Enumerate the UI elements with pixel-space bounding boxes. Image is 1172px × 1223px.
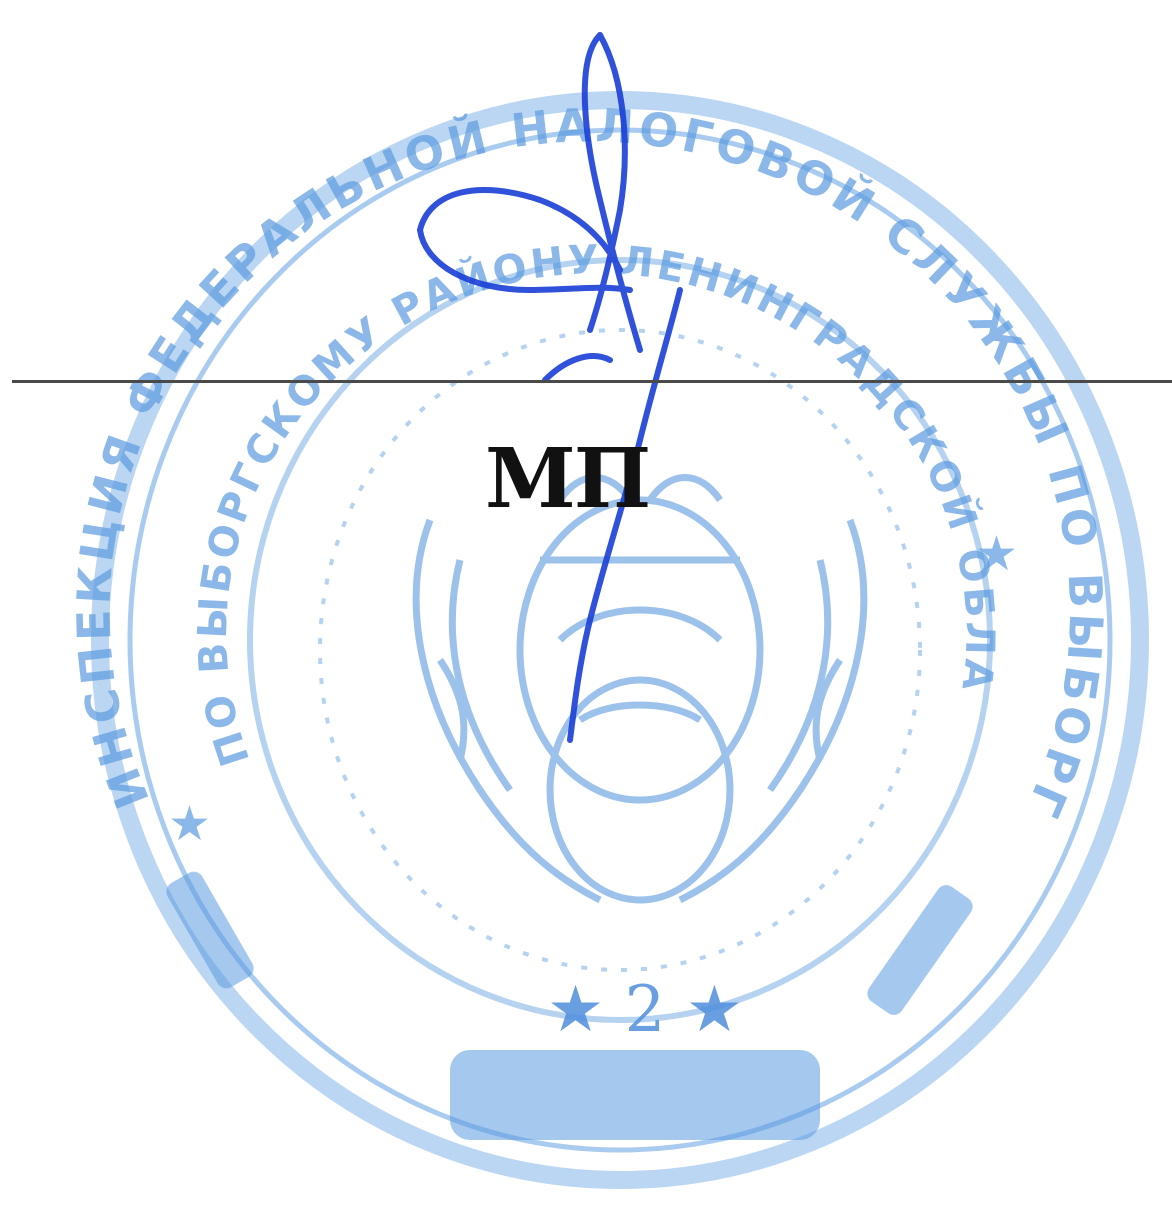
stamp-middle-ring [247,257,993,1023]
signature-line [12,380,1172,383]
seal-place-label: МП [485,431,651,527]
stamp-number: ★ 2 ★ [546,973,744,1047]
stamp-star-icon: ★ [975,526,1018,582]
stamp-outer-text: ИНСПЕКЦИЯ ФЕДЕРАЛЬНОЙ НАЛОГОВОЙ СЛУЖБЫ П… [0,0,1109,828]
eagle-emblem-icon [412,474,868,904]
handwritten-signature [417,32,683,743]
stamp-inner-dotted-ring [318,328,922,972]
stamp-star-icon: ★ [168,796,211,852]
